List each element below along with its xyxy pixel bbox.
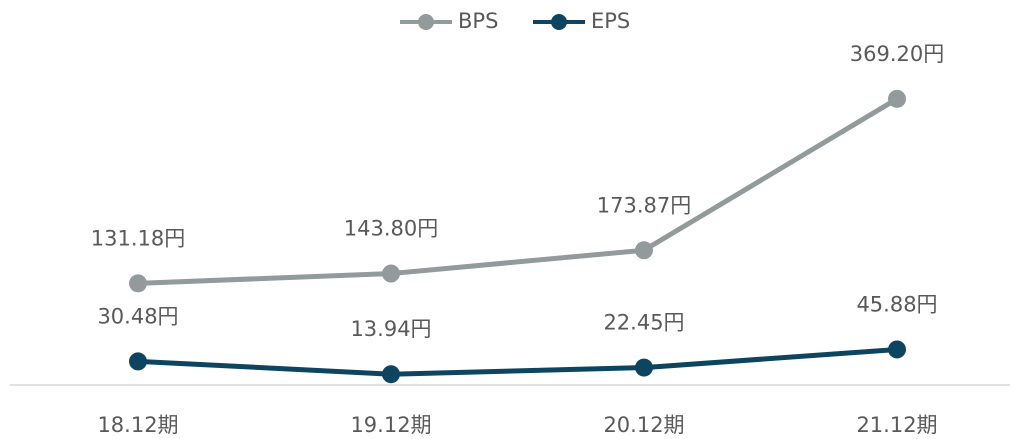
legend-label: EPS (591, 9, 630, 33)
series-line (137, 96, 899, 286)
data-label: 131.18円 (91, 226, 185, 250)
legend-label: BPS (458, 9, 498, 33)
legend-marker (418, 14, 434, 30)
point (382, 264, 400, 283)
data-label: 173.87円 (597, 193, 691, 217)
point (382, 365, 400, 384)
point (129, 274, 147, 293)
x-tick-label: 19.12期 (350, 413, 431, 437)
data-label: 30.48円 (97, 304, 178, 328)
point (129, 352, 147, 371)
data-label: 45.88円 (856, 292, 937, 316)
x-tick-label: 20.12期 (603, 413, 684, 437)
point (635, 358, 653, 377)
point (888, 89, 906, 108)
x-tick-label: 18.12期 (97, 413, 178, 437)
data-label: 22.45円 (603, 311, 684, 335)
legend-marker (551, 14, 567, 30)
series-line (137, 346, 898, 377)
x-tick-label: 21.12期 (856, 413, 937, 437)
data-label: 369.20円 (850, 42, 944, 66)
data-label: 143.80円 (344, 217, 438, 241)
point (635, 241, 653, 260)
point (888, 340, 906, 359)
data-label: 13.94円 (350, 317, 431, 341)
